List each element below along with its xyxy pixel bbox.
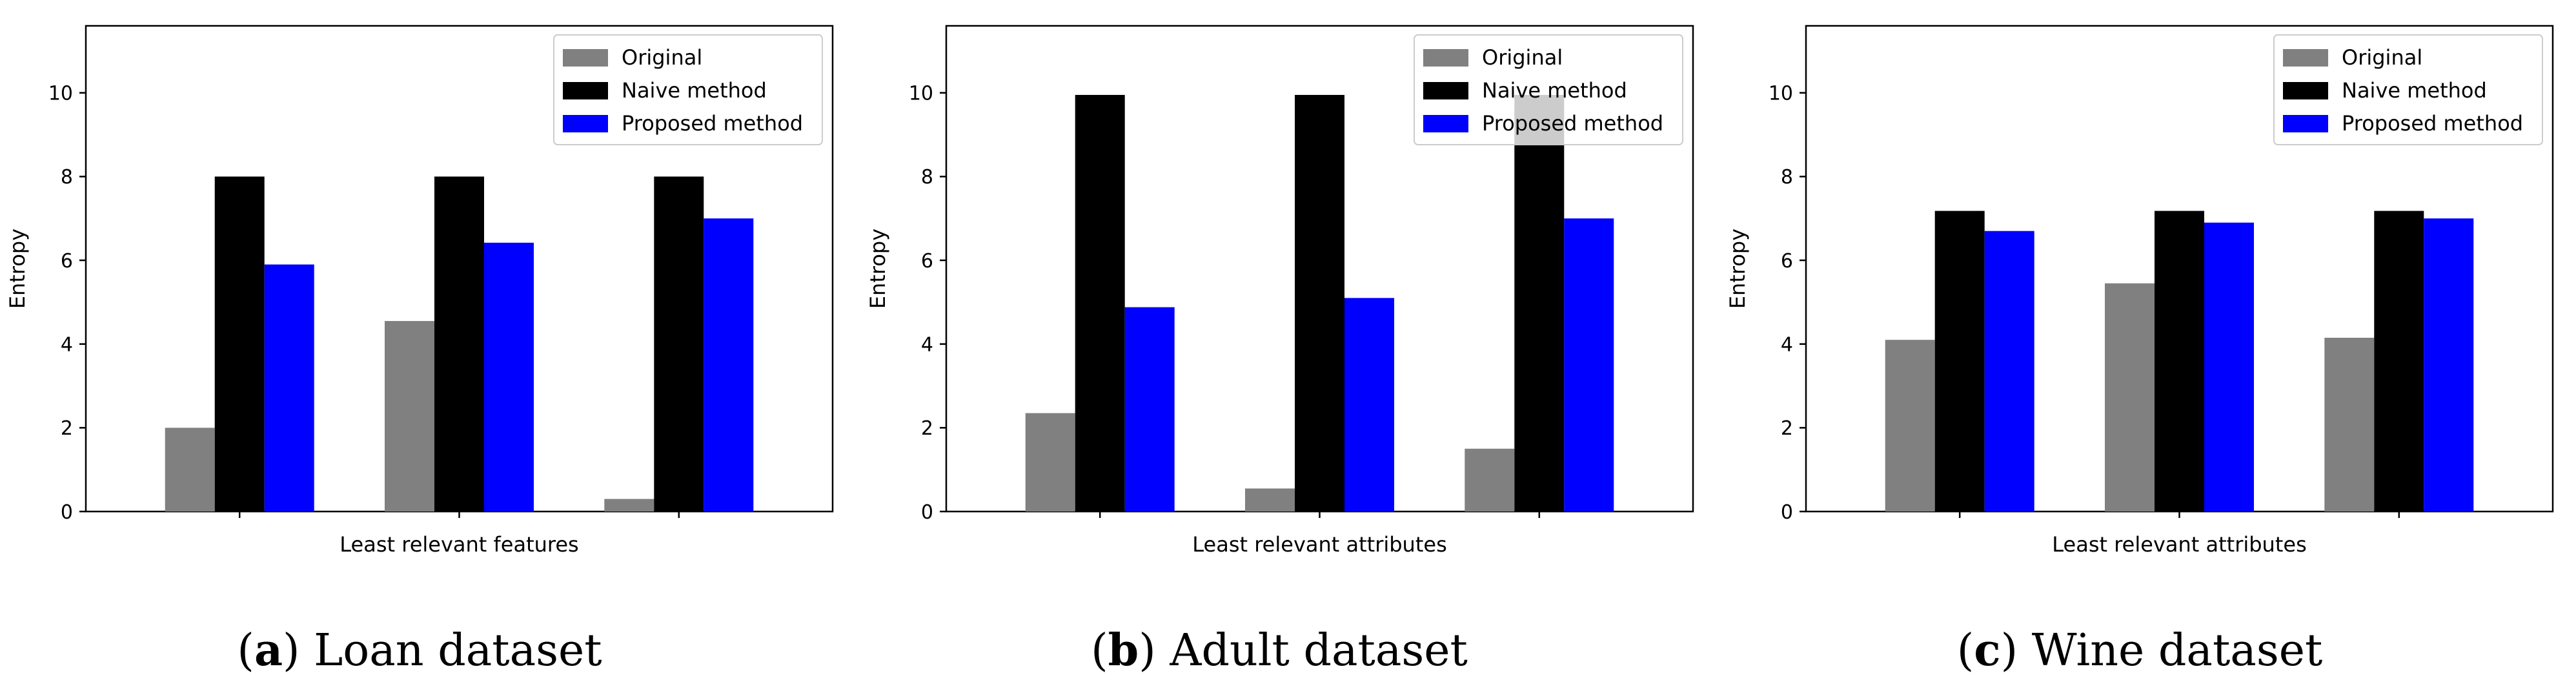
y-tick-label: 8 [61, 166, 73, 189]
legend-swatch [2283, 115, 2328, 132]
y-axis-label: Entropy [5, 229, 30, 309]
bar-original-1 [165, 428, 215, 512]
bar-proposed-method-1 [1984, 231, 2034, 512]
legend: Original Naive method Proposed method [1414, 34, 1683, 145]
bar-proposed-method-3 [2424, 218, 2474, 512]
x-axis-label: Least relevant features [340, 532, 578, 557]
bar-proposed-method-3 [704, 218, 754, 512]
legend-label: Original [2342, 45, 2422, 70]
bar-original-3 [2324, 337, 2375, 512]
legend-label: Naive method [2342, 78, 2487, 103]
legend-box [1414, 34, 1683, 145]
bar-original-2 [385, 321, 434, 512]
bar-proposed-method-1 [1124, 307, 1175, 512]
y-tick-label: 10 [48, 83, 73, 105]
bar-original-3 [1465, 448, 1515, 512]
legend-box [2273, 34, 2543, 145]
legend-swatch [563, 49, 608, 67]
bar-original-1 [1025, 413, 1075, 512]
x-axis-label: Least relevant attributes [2052, 532, 2306, 557]
bar-naive-method-2 [1295, 94, 1344, 512]
y-axis-label: Entropy [1725, 229, 1750, 309]
panel-caption: (c) Wine dataset [1957, 625, 2323, 676]
bar-naive-method-1 [1075, 94, 1125, 512]
y-tick-label: 10 [909, 83, 933, 105]
legend-swatch [2283, 82, 2328, 99]
panel-c-wine: 0 2 4 6 8 10 Entropy Least relevant attributes O… [1725, 25, 2554, 676]
bar-original-1 [1885, 340, 1935, 512]
y-tick-label: 8 [921, 166, 933, 189]
legend-swatch [1423, 115, 1468, 132]
bar-naive-method-3 [1514, 94, 1565, 512]
panel-a-loan: 0 2 4 6 8 10 Entropy Least relevant features Ori… [5, 25, 834, 676]
legend-swatch [2283, 49, 2328, 67]
bar-original-3 [604, 499, 654, 512]
legend-swatch [563, 82, 608, 99]
legend-box [553, 34, 823, 145]
bar-proposed-method-1 [264, 264, 314, 512]
legend-label: Naive method [622, 78, 767, 103]
y-tick-label: 4 [1781, 333, 1793, 356]
bar-proposed-method-2 [484, 242, 534, 512]
bar-naive-method-3 [654, 176, 704, 512]
y-tick-label: 6 [61, 250, 73, 273]
bar-proposed-method-2 [2204, 222, 2254, 512]
bar-naive-method-2 [2155, 211, 2204, 512]
y-tick-label: 6 [921, 250, 933, 273]
bar-original-2 [2105, 283, 2155, 512]
y-tick-label: 4 [61, 333, 73, 356]
y-tick-label: 0 [921, 501, 933, 524]
legend-swatch [563, 115, 608, 132]
panel-b-adult: 0 2 4 6 8 10 Entropy Least relevant attributes O… [866, 25, 1694, 676]
x-axis-label: Least relevant attributes [1192, 532, 1446, 557]
bar-proposed-method-3 [1564, 218, 1614, 512]
y-tick-label: 2 [61, 417, 73, 440]
legend-label: Original [622, 45, 702, 70]
legend: Original Naive method Proposed method [2273, 34, 2543, 145]
legend-label: Original [1482, 45, 1563, 70]
legend-label: Proposed method [2342, 111, 2523, 136]
bar-naive-method-3 [2374, 211, 2424, 512]
panel-caption: (b) Adult dataset [1091, 625, 1468, 676]
y-tick-label: 4 [921, 333, 933, 356]
y-tick-label: 8 [1781, 166, 1793, 189]
bar-proposed-method-2 [1344, 298, 1394, 512]
legend-label: Proposed method [622, 111, 803, 136]
y-tick-label: 6 [1781, 250, 1793, 273]
y-axis-label: Entropy [866, 229, 890, 309]
legend-swatch [1423, 49, 1468, 67]
y-tick-label: 2 [921, 417, 933, 440]
y-tick-label: 0 [1781, 501, 1793, 524]
legend-label: Naive method [1482, 78, 1627, 103]
bar-naive-method-1 [1934, 211, 1985, 512]
legend: Original Naive method Proposed method [553, 34, 823, 145]
bar-naive-method-2 [434, 176, 484, 512]
legend-swatch [1423, 82, 1468, 99]
legend-label: Proposed method [1482, 111, 1663, 136]
bar-original-2 [1245, 488, 1295, 512]
y-tick-label: 2 [1781, 417, 1793, 440]
panel-caption: (a) Loan dataset [237, 625, 602, 676]
bar-naive-method-1 [214, 176, 265, 512]
y-tick-label: 10 [1769, 83, 1793, 105]
y-tick-label: 0 [61, 501, 73, 524]
